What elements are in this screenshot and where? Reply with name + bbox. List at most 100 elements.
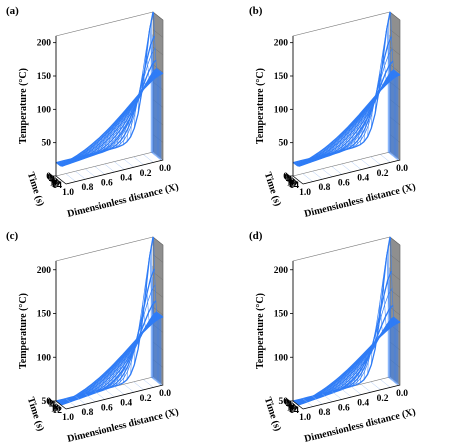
surface-mesh-line bbox=[292, 162, 304, 167]
floor-gridline bbox=[351, 386, 362, 395]
wall-gridline bbox=[152, 99, 164, 108]
t-tick-label: 14 bbox=[53, 181, 63, 191]
floor-gridline bbox=[370, 156, 381, 165]
surface-mesh-line bbox=[130, 92, 141, 137]
t-axis-line bbox=[55, 175, 67, 185]
t-axis-title: Time (s) bbox=[25, 171, 46, 208]
wall-gridline bbox=[389, 29, 401, 38]
t-axis-line bbox=[292, 400, 304, 410]
surface-mesh-line bbox=[63, 157, 74, 165]
t-tick-label: 6 bbox=[289, 176, 294, 186]
t-tick-label: 0 bbox=[47, 398, 52, 408]
t-tick-label: 12 bbox=[53, 406, 63, 416]
x-tick-label: 0.0 bbox=[159, 389, 171, 399]
surface-mesh-line bbox=[341, 123, 352, 152]
surface-mesh-line bbox=[63, 396, 74, 403]
floor-gridline bbox=[84, 393, 96, 402]
surface-mesh-line bbox=[337, 369, 349, 391]
wall-gridline bbox=[152, 306, 164, 316]
panel-label: (b) bbox=[249, 5, 263, 17]
floor-gridline bbox=[143, 379, 154, 388]
floor-gridline bbox=[341, 163, 352, 173]
z-tick-label: 100 bbox=[37, 105, 52, 115]
surface-mesh-line bbox=[333, 130, 345, 154]
surface-mesh-line bbox=[367, 339, 378, 375]
t-tick-label: 2 bbox=[286, 174, 291, 184]
surface-mesh-line bbox=[96, 130, 108, 154]
x-tick-label: 0.2 bbox=[377, 394, 389, 404]
surface-mesh-line bbox=[371, 89, 382, 129]
z-tick-label: 0 bbox=[46, 172, 51, 182]
surface-mesh-line bbox=[74, 389, 85, 399]
x-tick-label: 1.0 bbox=[62, 188, 74, 198]
wall-gridline bbox=[389, 289, 401, 298]
z-tick-label: 200 bbox=[37, 39, 52, 49]
surface-mesh-line bbox=[59, 398, 70, 404]
wall-gridline bbox=[152, 324, 164, 333]
z-tick-label: 100 bbox=[274, 105, 289, 115]
surface-mesh-line bbox=[367, 93, 378, 137]
z-tick-label: 50 bbox=[42, 139, 52, 149]
t-tick-label: 2 bbox=[49, 174, 54, 184]
surface-mesh-line bbox=[119, 105, 130, 147]
floor-gridline bbox=[380, 379, 391, 388]
surface-mesh-line bbox=[74, 149, 85, 161]
surface-mesh-line bbox=[345, 119, 356, 151]
surface-mesh-line bbox=[389, 236, 401, 323]
surface-mesh-line bbox=[300, 157, 311, 165]
t-tick-label: 0 bbox=[284, 398, 289, 408]
z-axis-title: Temperature (°C) bbox=[18, 68, 29, 144]
surface-mesh-line bbox=[352, 354, 363, 387]
x-axis-line bbox=[65, 159, 164, 185]
panel-label: (d) bbox=[249, 230, 263, 242]
t-tick-label: 10 bbox=[51, 405, 61, 415]
floor-gridline bbox=[94, 391, 105, 400]
surface-mesh-line bbox=[55, 161, 67, 167]
z-tick-label: 50 bbox=[279, 139, 289, 149]
wall-gridline bbox=[389, 134, 401, 143]
surface-mesh-line bbox=[348, 114, 360, 150]
panel-label: (a) bbox=[6, 5, 19, 17]
wall-gridline bbox=[152, 64, 164, 73]
wall-gridline bbox=[152, 254, 164, 263]
surface-mesh-line bbox=[93, 374, 104, 394]
panel-label: (c) bbox=[6, 230, 19, 242]
surface-mesh-line bbox=[356, 350, 367, 385]
x-tick-label: 1.0 bbox=[62, 413, 74, 423]
surface-mesh-line bbox=[100, 367, 112, 391]
surface-mesh-line bbox=[104, 122, 115, 152]
floor-gridline bbox=[321, 168, 333, 177]
surface-mesh-line bbox=[126, 96, 138, 142]
surface-mesh-line bbox=[359, 346, 371, 383]
floor-gridline bbox=[331, 391, 342, 400]
floor-gridline bbox=[312, 171, 323, 180]
x-tick-label: 0.4 bbox=[120, 174, 132, 184]
z-tick-label: 50 bbox=[42, 397, 52, 407]
surface-mesh-line bbox=[108, 359, 119, 389]
surface-mesh-line bbox=[315, 147, 326, 160]
x-tick-label: 0.0 bbox=[396, 164, 408, 174]
surface-mesh-line bbox=[371, 335, 382, 365]
surface-mesh-line bbox=[134, 88, 145, 129]
surface-mesh-line bbox=[59, 159, 70, 166]
surface-mesh-line bbox=[104, 363, 115, 390]
floor-gridline bbox=[75, 396, 86, 405]
wall-gridline bbox=[389, 116, 401, 126]
floor-gridline bbox=[75, 171, 86, 180]
floor-gridline bbox=[302, 173, 313, 182]
z-tick-label: 150 bbox=[274, 310, 289, 320]
surface-mesh-line bbox=[337, 127, 349, 153]
x-tick-label: 0.8 bbox=[318, 408, 330, 418]
z-tick-label: 50 bbox=[279, 397, 289, 407]
t-tick-label: 6 bbox=[289, 401, 294, 411]
t-tick-label: 10 bbox=[287, 179, 297, 189]
z-tick-label: 100 bbox=[274, 353, 289, 363]
floor-gridline bbox=[351, 161, 362, 170]
surface-mesh-line bbox=[378, 73, 389, 92]
surface-mesh-line bbox=[322, 141, 334, 158]
z-tick-label: 100 bbox=[37, 353, 52, 363]
surface-mesh-line bbox=[70, 152, 82, 162]
floor-gridline bbox=[114, 386, 125, 395]
